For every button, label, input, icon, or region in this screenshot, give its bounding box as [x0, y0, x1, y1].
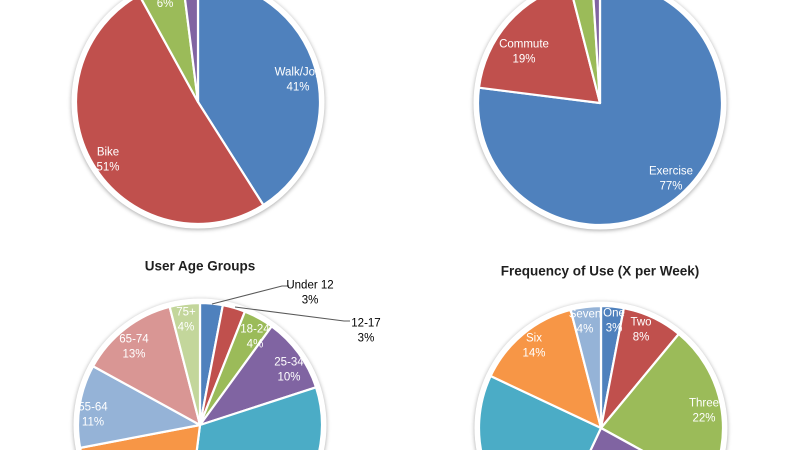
pie-slice-55-64	[76, 365, 202, 449]
pie-label-line: Walk/Jog	[274, 66, 322, 79]
pie-label-55-64: 55-64 11%	[78, 401, 107, 430]
pie-slice	[592, 0, 602, 105]
pie-label-six: Six 14%	[522, 332, 545, 361]
pie-slice-walk-jog	[196, 0, 322, 207]
pie-slice	[140, 0, 200, 104]
pie-label-line: 41%	[286, 81, 310, 93]
pie-slice-exercise	[476, 0, 724, 227]
pie-label-pct: 6%	[157, 0, 174, 11]
pie-label-under-12: Under 12 3%	[286, 279, 333, 308]
pie-label-line: 18-24	[240, 323, 270, 336]
pie-label-line: 75+	[176, 306, 196, 319]
pie-label-25-34: 25-34 10%	[274, 356, 303, 385]
pie-label-line: 11%	[81, 416, 105, 428]
pie-label-line: One	[603, 307, 625, 320]
pie-label-line: Under 12	[286, 279, 334, 292]
pie-label-line: Seven	[568, 308, 602, 321]
pie-slice	[477, 374, 603, 450]
pie-label-line: 77%	[659, 180, 683, 192]
pie-label-65-74: 65-74 13%	[119, 333, 148, 362]
pie-label-line: 51%	[96, 161, 120, 173]
pie-top-right	[473, 0, 727, 230]
pie-label-line: 55-64	[78, 401, 108, 414]
pie-label-line: Exercise	[648, 165, 694, 178]
pie-top-left	[71, 0, 325, 229]
pie-label-line: 12-17	[351, 317, 381, 330]
pie-label-line: 4%	[246, 338, 264, 350]
pie-slice-75	[168, 301, 202, 427]
pie-label-line: 3%	[605, 322, 623, 334]
pie-slice-65-74	[91, 305, 202, 427]
pie-user-age-groups	[73, 298, 327, 450]
pie-slice-three	[599, 332, 725, 450]
pie-slice	[184, 0, 200, 104]
pie-label-one: One 3%	[603, 307, 625, 336]
pie-label-line: Bike	[96, 146, 120, 159]
pie-label-line: 8%	[632, 331, 650, 343]
pie-slice	[589, 426, 644, 450]
pie-label-line: 10%	[277, 371, 301, 383]
pie-label-seven: Seven 4%	[569, 308, 602, 337]
pie-label-line: 4%	[177, 321, 195, 333]
pie-frequency-of-use	[474, 301, 728, 450]
pie-label-line: Commute	[499, 38, 549, 51]
pie-label-18-24: 18-24 4%	[240, 323, 269, 352]
pie-label-line: 19%	[512, 53, 536, 65]
pie-label-commute: Commute 19%	[499, 38, 549, 67]
pie-slice-commute	[477, 0, 602, 105]
pie-label-75: 75+ 4%	[176, 306, 196, 335]
pie-label-line: 4%	[576, 323, 594, 335]
pie-label-12-17: 12-17 3%	[351, 317, 380, 346]
pie-label-line: 65-74	[119, 333, 149, 346]
pie-label-exercise: Exercise 77%	[649, 165, 693, 194]
pie-label-two: Two 8%	[630, 316, 651, 345]
pie-slice-25-34	[198, 325, 318, 427]
pie-label-line: 25-34	[274, 356, 304, 369]
pie-label-line: 3%	[357, 332, 375, 344]
pie-slice-seven	[569, 304, 603, 430]
pie-slice	[572, 0, 602, 105]
pie-label-line: Three	[688, 397, 720, 410]
pie-label-line: Two	[630, 316, 652, 329]
pie-label-three: Three 22%	[689, 397, 719, 426]
pie-slice	[195, 386, 324, 450]
pie-label-bike: Bike 51%	[96, 146, 119, 175]
pie-slice-six	[489, 308, 603, 430]
pie-label-line: Six	[526, 332, 542, 345]
pie-label-line: 3%	[301, 294, 319, 306]
chart-title-frequency-of-use: Frequency of Use (X per Week)	[500, 263, 700, 279]
pie-label-line: 13%	[122, 348, 146, 360]
chart-title-user-age-groups: User Age Groups	[144, 258, 256, 274]
pie-label-line: 6%	[156, 0, 174, 10]
pie-label-walk-jog: Walk/Jog 41%	[275, 66, 322, 95]
pie-label-line: 22%	[692, 412, 716, 424]
pie-label-line: 14%	[522, 347, 546, 359]
pie-slice-bike	[74, 0, 265, 226]
